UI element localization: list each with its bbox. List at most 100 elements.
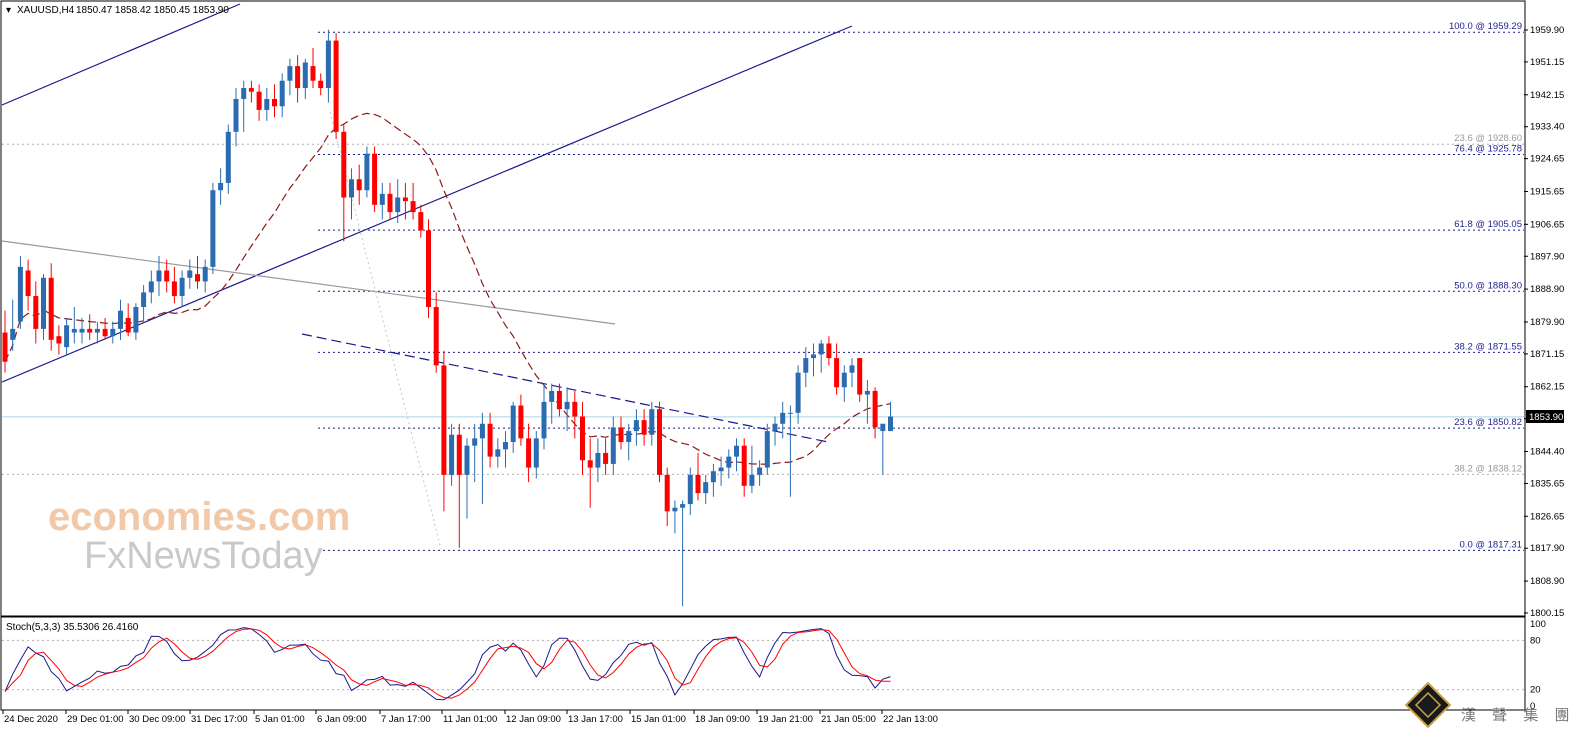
corner-cn-text: 漢 聲 集 團 — [1461, 707, 1576, 724]
candle-body — [834, 358, 840, 388]
candle-body — [626, 431, 632, 443]
candle-body — [349, 179, 354, 198]
candle-body — [857, 358, 863, 395]
candle-body — [395, 197, 401, 213]
candle-body — [718, 467, 724, 472]
stoch-axis-label: 20 — [1530, 685, 1541, 696]
candle-body — [518, 405, 524, 439]
stoch-label: Stoch(5,3,3) 35.5306 26.4160 — [6, 622, 139, 633]
candle-body — [195, 274, 200, 282]
y-tick-label: 1951.15 — [1530, 57, 1564, 68]
x-tick-label: 24 Dec 2020 — [4, 714, 58, 725]
candle-body — [849, 365, 855, 373]
candle-body — [148, 281, 154, 293]
candle-body — [141, 292, 147, 307]
candle-body — [187, 270, 193, 278]
candle-body — [888, 416, 893, 432]
candle-body — [487, 423, 493, 457]
candle-body — [472, 438, 478, 446]
candle-body — [248, 88, 254, 92]
candle-body — [333, 40, 339, 132]
candle-body — [641, 420, 647, 435]
candle-body — [418, 212, 424, 231]
candle-body — [272, 98, 277, 107]
candle-body — [256, 91, 262, 110]
x-tick-label: 13 Jan 17:00 — [568, 714, 623, 725]
candle-body — [310, 66, 316, 81]
candle-body — [595, 452, 601, 468]
y-tick-label: 1800.15 — [1530, 608, 1564, 619]
candle-body — [572, 401, 578, 417]
y-tick-label: 1959.90 — [1530, 25, 1564, 36]
candle-body — [302, 62, 308, 89]
candle-body — [464, 445, 470, 475]
fib-label: 100.0 @ 1959.29 — [1449, 21, 1522, 32]
candle-body — [757, 467, 763, 475]
y-tick-label: 1915.65 — [1530, 186, 1564, 197]
current-price-tag-bg — [1526, 410, 1564, 423]
candle-body — [156, 270, 162, 282]
candle-body — [433, 306, 439, 366]
candle-body — [295, 66, 301, 89]
candle-body — [64, 325, 70, 348]
candle-body — [318, 80, 324, 89]
candle-body — [426, 230, 431, 307]
candle-body — [94, 328, 100, 333]
candle-body — [110, 328, 116, 337]
candle-body — [749, 474, 755, 486]
candle-body — [564, 401, 570, 410]
x-tick-label: 18 Jan 09:00 — [695, 714, 750, 725]
candle-body — [549, 390, 555, 402]
y-tick-label: 1906.65 — [1530, 219, 1564, 230]
candle-body — [48, 277, 54, 340]
x-tick-label: 12 Jan 09:00 — [506, 714, 561, 725]
candle-body — [556, 390, 562, 410]
triangle-down-icon[interactable]: ▾ — [6, 5, 11, 16]
candle-body — [449, 434, 455, 475]
candle-body — [872, 390, 878, 428]
main-plot-frame — [0, 0, 1526, 617]
fib-label: 38.2 @ 1838.12 — [1454, 463, 1522, 474]
candle-body — [503, 442, 508, 450]
fib-trend-line — [329, 111, 442, 550]
candle-body — [710, 471, 716, 483]
gray-trendline — [1, 240, 616, 325]
candle-body — [495, 449, 501, 457]
y-tick-label: 1844.40 — [1530, 447, 1564, 458]
fib-label: 76.4 @ 1925.78 — [1454, 144, 1522, 155]
candle-body — [210, 190, 216, 267]
logo-diamond-icon — [1404, 681, 1452, 729]
candle-body — [664, 474, 670, 512]
candle-body — [164, 270, 170, 282]
x-tick-label: 7 Jan 17:00 — [381, 714, 431, 725]
candle-body — [2, 332, 8, 362]
y-tick-label: 1933.40 — [1530, 122, 1564, 133]
candle-body — [171, 281, 177, 297]
stoch-axis-label: 100 — [1530, 619, 1546, 630]
candle-body — [818, 343, 824, 355]
candle-body — [603, 452, 609, 464]
logo-inner-icon — [1414, 691, 1442, 719]
candles — [2, 29, 893, 607]
candle-body — [803, 358, 809, 373]
candle-body — [526, 438, 532, 468]
x-tick-label: 19 Jan 21:00 — [758, 714, 813, 725]
y-tick-label: 1835.65 — [1530, 478, 1564, 489]
candle-body — [864, 390, 870, 395]
trendlines — [1, 3, 853, 550]
candle-body — [780, 412, 786, 424]
x-tick-label: 22 Jan 13:00 — [883, 714, 938, 725]
stoch-axis-label: 80 — [1530, 635, 1541, 646]
fib-label: 38.2 @ 1871.55 — [1454, 341, 1522, 352]
candle-body — [402, 197, 408, 202]
candle-body — [795, 372, 801, 413]
y-tick-label: 1897.90 — [1530, 251, 1564, 262]
candle-body — [580, 416, 585, 461]
fib-label: 23.6 @ 1928.60 — [1454, 133, 1522, 144]
candle-body — [880, 423, 886, 432]
candle-body — [587, 460, 593, 468]
stoch-axis-label: 0 — [1530, 701, 1535, 712]
fib-label: 61.8 @ 1905.05 — [1454, 219, 1522, 230]
